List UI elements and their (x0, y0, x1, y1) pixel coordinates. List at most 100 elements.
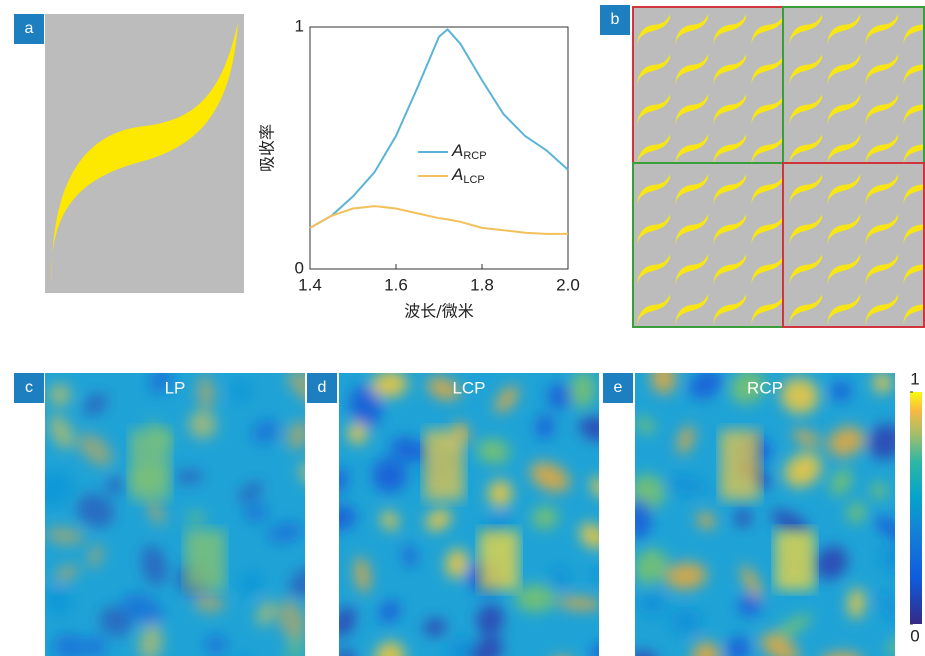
map-blob (148, 373, 173, 394)
map-blob (285, 634, 305, 656)
map-blob (696, 512, 716, 529)
map-blob (730, 373, 766, 405)
map-blob (771, 510, 809, 534)
map-blob (476, 438, 510, 464)
map-title: RCP (747, 378, 783, 397)
map-blob (188, 410, 217, 439)
label-box (14, 14, 44, 44)
map-blob (88, 544, 103, 568)
panel-label: a (25, 20, 34, 37)
map-blob (45, 470, 74, 508)
legend-entry: ALCP (451, 165, 485, 185)
map-blob (476, 603, 504, 636)
map-blob (53, 633, 87, 656)
map-blob (390, 437, 430, 462)
map-blob (146, 497, 165, 526)
map-blob (547, 383, 573, 409)
map-blob (792, 429, 821, 447)
line-chart: 1.4 1.6 1.8 2.0 0 1 ARCP ALCP (295, 16, 580, 294)
red-box (782, 162, 925, 328)
x-tick-label: 1.6 (384, 275, 408, 294)
map-blob (670, 607, 702, 636)
map-blob (814, 546, 848, 580)
map-blob (251, 419, 280, 444)
map-blob (339, 505, 357, 531)
map-blob (371, 373, 408, 398)
map-blob (872, 373, 892, 394)
map-blob (570, 373, 596, 409)
map-blob (734, 509, 752, 527)
label-box (600, 5, 630, 35)
map-blob (868, 423, 895, 460)
map-blob (84, 635, 107, 656)
map-blob (830, 468, 852, 496)
map-blob (426, 377, 460, 400)
panel-label: c (25, 379, 33, 396)
map-blob (99, 606, 132, 637)
map-blob (267, 522, 304, 544)
map-hotspot (424, 430, 464, 500)
map-blob (664, 562, 707, 590)
map-blob (535, 414, 554, 440)
panel-label: e (614, 379, 623, 396)
y-axis-label: 吸收率 (258, 124, 277, 172)
map-blob (403, 544, 416, 568)
map-blob (288, 565, 305, 598)
map-blob (381, 511, 399, 531)
map-blob (277, 600, 305, 641)
map-blob (45, 584, 73, 616)
map-blob (886, 636, 895, 655)
map-blob (579, 416, 599, 441)
map-hotspot (775, 530, 815, 590)
map-blob (244, 502, 268, 523)
map-blob (229, 380, 252, 402)
map-blob (590, 476, 599, 498)
map-blob (347, 423, 368, 445)
map-blob (83, 393, 108, 416)
map-blob (78, 433, 113, 467)
map-blob (374, 641, 405, 656)
label-box (307, 373, 337, 403)
map-blob (495, 385, 519, 413)
map-blob (349, 385, 382, 428)
map-blob (487, 480, 513, 507)
map-blob (470, 636, 504, 656)
map-blob (550, 566, 570, 589)
map-texture (635, 373, 895, 656)
map-blob (874, 515, 895, 543)
colorbar-tick-label: 1 (910, 369, 919, 388)
map-blob (122, 593, 163, 626)
map-title: LCP (452, 378, 485, 397)
map-blob (256, 600, 276, 626)
colorbar (910, 392, 922, 624)
map-blob (579, 523, 599, 549)
label-box (603, 373, 633, 403)
map-blob (354, 556, 371, 593)
panel-labels: a b c d e (14, 5, 633, 403)
map-blob (637, 591, 667, 616)
map-blob (287, 373, 305, 404)
plot-frame (309, 26, 569, 270)
map-blob (774, 614, 812, 639)
map-blob (531, 505, 559, 530)
map-blob (737, 595, 762, 617)
map-hotspot (130, 430, 170, 500)
label-box (14, 373, 44, 403)
map-blob (846, 501, 866, 524)
map-blob (635, 498, 652, 540)
map-blob (689, 373, 723, 399)
series-line (309, 28, 569, 229)
map-blob (175, 469, 204, 484)
map-blob (635, 417, 655, 433)
map-hotspot (720, 430, 760, 500)
field-maps: LP LCP RCP (45, 373, 895, 656)
map-hotspot (185, 530, 225, 590)
map-blob (635, 548, 667, 585)
map-blob (514, 584, 556, 613)
map-blob (677, 425, 694, 455)
map-blob (105, 476, 126, 494)
field-map (45, 373, 305, 656)
map-blob (141, 545, 168, 586)
map-blob (193, 593, 225, 613)
x-tick-label: 1.8 (470, 275, 494, 294)
